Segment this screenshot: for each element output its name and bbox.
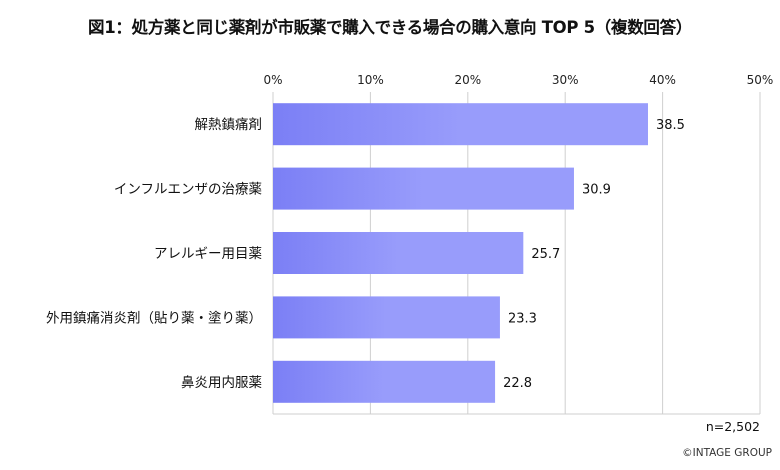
copyright: ©INTAGE GROUP [682,447,772,459]
x-tick-label: 50% [747,73,774,87]
x-tick-label: 0% [263,73,282,87]
category-label: 解熱鎮痛剤 [195,116,263,133]
bar [273,296,500,339]
value-label: 38.5 [656,118,685,133]
category-label: 鼻炎用内服薬 [181,374,262,391]
x-tick-label: 30% [552,73,579,87]
bar [273,232,524,274]
value-label: 30.9 [582,183,611,198]
x-tick-label: 20% [454,73,481,87]
category-label: 外用鎮痛消炎剤（貼り薬・塗り薬） [46,309,262,326]
x-tick-label: 40% [649,73,676,87]
value-label: 23.3 [508,311,537,326]
category-label: インフルエンザの治療薬 [114,181,262,198]
value-label: 25.7 [531,247,560,262]
category-label: アレルギー用目薬 [154,246,262,262]
bar [273,103,648,146]
value-label: 22.8 [503,376,532,391]
bar [273,360,496,403]
bar [273,167,574,210]
chart-title: 図1：処方薬と同じ薬剤が市販薬で購入できる場合の購入意向 TOP 5（複数回答） [88,18,692,37]
x-tick-label: 10% [357,73,384,87]
sample-size-note: n=2,502 [705,419,760,434]
